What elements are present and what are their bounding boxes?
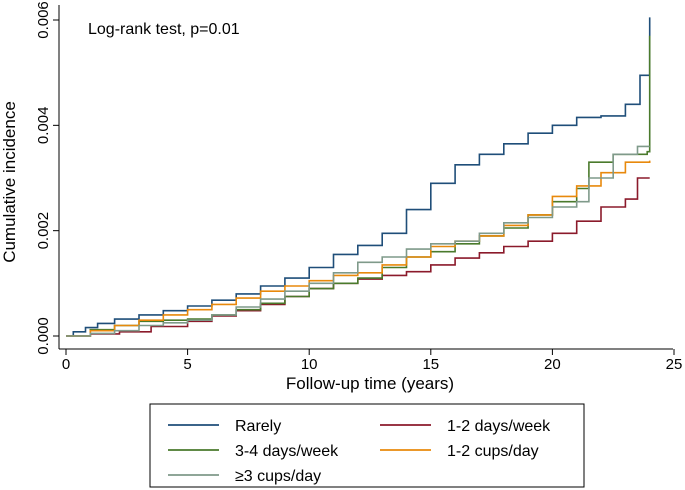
legend-label-ge3-cups-day: ≥3 cups/day bbox=[235, 468, 321, 485]
x-tick-label: 10 bbox=[301, 356, 318, 373]
y-tick-label: 0.004 bbox=[35, 107, 52, 145]
annotation-logrank: Log-rank test, p=0.01 bbox=[88, 21, 240, 38]
series-line-ge3-cups-day bbox=[66, 145, 650, 337]
legend-label-1-2-days-week: 1-2 days/week bbox=[447, 418, 551, 435]
x-tick-label: 20 bbox=[544, 356, 561, 373]
series-group bbox=[66, 17, 651, 337]
x-tick-label: 15 bbox=[422, 356, 439, 373]
series-line-3-4-days-week bbox=[66, 35, 651, 337]
y-tick-label: 0.000 bbox=[35, 317, 52, 355]
legend-label-3-4-days-week: 3-4 days/week bbox=[235, 443, 339, 460]
legend-label-1-2-cups-day: 1-2 cups/day bbox=[447, 443, 539, 460]
x-axis-title: Follow-up time (years) bbox=[286, 374, 454, 393]
x-tick-label: 0 bbox=[62, 356, 70, 373]
y-tick-label: 0.002 bbox=[35, 212, 52, 250]
legend-label-rarely: Rarely bbox=[235, 418, 281, 435]
x-tick-label: 5 bbox=[183, 356, 191, 373]
axes: 0 5 10 15 20 25 0.000 0.002 0.004 0.006 bbox=[35, 1, 682, 373]
legend-box bbox=[149, 403, 585, 488]
legend: Rarely 1-2 days/week 3-4 days/week 1-2 cups… bbox=[149, 403, 585, 488]
series-line-rarely bbox=[66, 17, 651, 337]
y-tick-label: 0.006 bbox=[35, 1, 52, 39]
y-axis-title: Cumulative incidence bbox=[0, 101, 19, 263]
x-tick-label: 25 bbox=[666, 356, 683, 373]
